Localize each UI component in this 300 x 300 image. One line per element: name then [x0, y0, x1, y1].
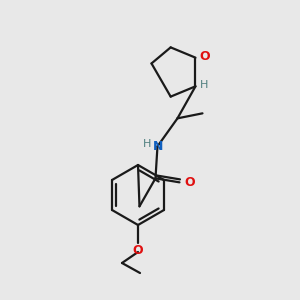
Text: O: O: [184, 176, 195, 189]
Text: N: N: [153, 140, 164, 153]
Text: O: O: [133, 244, 143, 257]
Text: O: O: [200, 50, 210, 63]
Text: H: H: [143, 139, 152, 149]
Text: H: H: [200, 80, 208, 90]
